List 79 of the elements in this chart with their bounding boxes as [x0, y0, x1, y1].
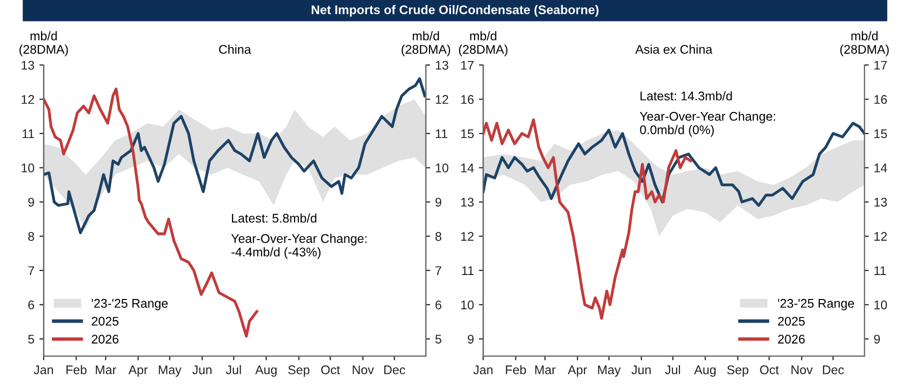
- y2-tick-label: 7: [436, 266, 442, 275]
- y-tick-label: 6: [28, 300, 34, 310]
- y2-tick-label: 16: [874, 95, 887, 104]
- y2-tick-label: 10: [436, 164, 448, 172]
- x-tick-label: Dec: [384, 366, 406, 374]
- y-tick-label: 16: [461, 95, 474, 104]
- y-axis-title: mb/d (28DMA): [19, 31, 68, 56]
- y2-tick-label: 13: [436, 60, 448, 70]
- y-tick-label: 10: [461, 300, 474, 310]
- x-tick-label: Feb: [506, 365, 526, 374]
- annotation: Latest: 5.8mb/d: [232, 213, 316, 223]
- x-tick-label: Nov: [352, 366, 374, 374]
- y2-tick-label: 5: [435, 334, 442, 344]
- y2-tick-label: 11: [874, 266, 886, 275]
- y2-tick-label: 9: [874, 334, 880, 344]
- x-tick-label: Aug: [694, 366, 716, 377]
- chart-subtitle: Asia ex China: [635, 44, 712, 54]
- line-series: [483, 122, 864, 207]
- y2-tick-label: 12: [436, 95, 448, 104]
- y-tick-label: 9: [28, 198, 34, 207]
- text: Net Imports of Crude Oil/Condensate (Seaborne): [312, 5, 598, 17]
- chart-subtitle: China: [219, 44, 252, 54]
- y2-axis-title: mb/d (28DMA): [402, 31, 450, 56]
- y-tick-label: 11: [22, 129, 34, 138]
- legend-label: 2026: [778, 334, 805, 344]
- y2-tick-label: 9: [435, 198, 442, 207]
- legend-label: '23-'25 Range: [92, 298, 168, 310]
- y2-tick-label: 6: [436, 300, 442, 310]
- x-tick-label: Jan: [34, 366, 53, 374]
- x-tick-label: Oct: [321, 365, 340, 374]
- legend-label: 2025: [92, 316, 118, 326]
- x-tick-label: Mar: [96, 366, 116, 374]
- y2-tick-label: 11: [436, 129, 448, 138]
- line-series: [44, 77, 426, 234]
- y2-tick-label: 8: [435, 232, 442, 241]
- legend-label: 2026: [92, 334, 118, 344]
- y2-tick-label: 15: [874, 129, 887, 138]
- annotation: Latest: 14.3mb/d: [640, 91, 732, 100]
- y-tick-label: 15: [461, 129, 474, 138]
- x-tick-label: Jan: [473, 366, 492, 374]
- x-tick-label: Jul: [665, 365, 680, 374]
- y-tick-label: 13: [22, 60, 34, 70]
- x-tick-label: Feb: [66, 365, 86, 374]
- x-tick-label: Aug: [255, 366, 277, 377]
- y-tick-label: 12: [22, 95, 34, 104]
- x-tick-label: Apr: [568, 366, 588, 377]
- y2-axis-title: mb/d (28DMA): [840, 31, 889, 56]
- y2-tick-label: 13: [874, 198, 887, 207]
- y-tick-label: 11: [462, 266, 474, 275]
- y-tick-label: 13: [461, 198, 474, 207]
- y-tick-label: 9: [468, 334, 474, 344]
- y2-tick-label: 14: [874, 164, 888, 172]
- x-tick-label: Sep: [727, 365, 748, 377]
- x-tick-label: Nov: [792, 366, 813, 374]
- annotation: Year-Over-Year Change: -4.4mb/d (-43%): [231, 234, 366, 259]
- x-tick-label: May: [158, 366, 182, 377]
- y-tick-label: 7: [28, 266, 34, 275]
- x-tick-label: Dec: [822, 366, 844, 374]
- x-tick-label: Apr: [128, 366, 148, 377]
- y-tick-label: 12: [461, 232, 474, 241]
- x-tick-label: Jul: [226, 365, 241, 374]
- x-tick-label: Jun: [192, 366, 212, 374]
- x-tick-label: Sep: [288, 365, 310, 377]
- annotation: Year-Over-Year Change: 0.0mb/d (0%): [640, 112, 776, 137]
- legend-label: '23-'25 Range: [778, 298, 854, 310]
- x-tick-label: Mar: [535, 366, 556, 374]
- legend-label: 2025: [778, 316, 805, 326]
- y2-tick-label: 17: [874, 60, 887, 70]
- y-tick-label: 10: [22, 164, 34, 172]
- y-axis-title: mb/d (28DMA): [458, 31, 508, 56]
- y2-tick-label: 12: [874, 232, 887, 241]
- y-tick-label: 5: [28, 334, 34, 344]
- x-tick-label: Oct: [760, 365, 779, 374]
- y-tick-label: 17: [461, 60, 474, 70]
- x-tick-label: May: [598, 366, 621, 377]
- y-tick-label: 14: [461, 164, 474, 172]
- x-tick-label: Jun: [632, 366, 651, 374]
- y-tick-label: 8: [28, 232, 34, 241]
- y2-tick-label: 10: [874, 300, 887, 310]
